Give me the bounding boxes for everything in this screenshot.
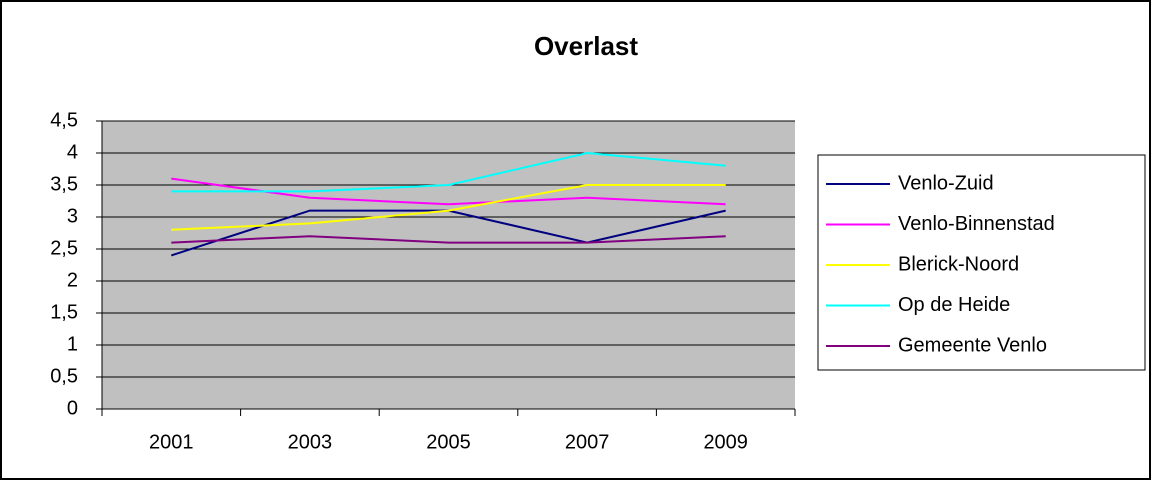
y-tick-label: 3,5 [50,173,78,195]
y-tick-label: 1,5 [50,301,78,323]
legend-label: Venlo-Binnenstad [898,213,1055,235]
legend-label: Gemeente Venlo [898,334,1047,356]
legend-label: Venlo-Zuid [898,172,994,194]
plot-area [102,121,795,409]
y-tick-label: 1 [67,333,78,355]
chart-title: Overlast [534,31,638,61]
y-tick-label: 4,5 [50,109,78,131]
y-tick-label: 3 [67,205,78,227]
y-tick-label: 2 [67,269,78,291]
series-line [171,184,726,231]
y-tick-label: 0 [67,397,78,419]
x-tick-label: 2007 [565,431,610,453]
legend-label: Blerick-Noord [898,253,1019,275]
legend-box [817,154,1146,371]
x-tick-label: 2001 [149,431,194,453]
y-tick-label: 2,5 [50,237,78,259]
series-line [171,235,726,244]
x-tick-label: 2003 [288,431,333,453]
y-tick-label: 4 [67,141,78,163]
legend-label: Op de Heide [898,294,1010,316]
series-line [171,151,726,193]
x-tick-label: 2005 [426,431,471,453]
x-tick-label: 2009 [703,431,748,453]
y-tick-label: 0,5 [50,365,78,387]
